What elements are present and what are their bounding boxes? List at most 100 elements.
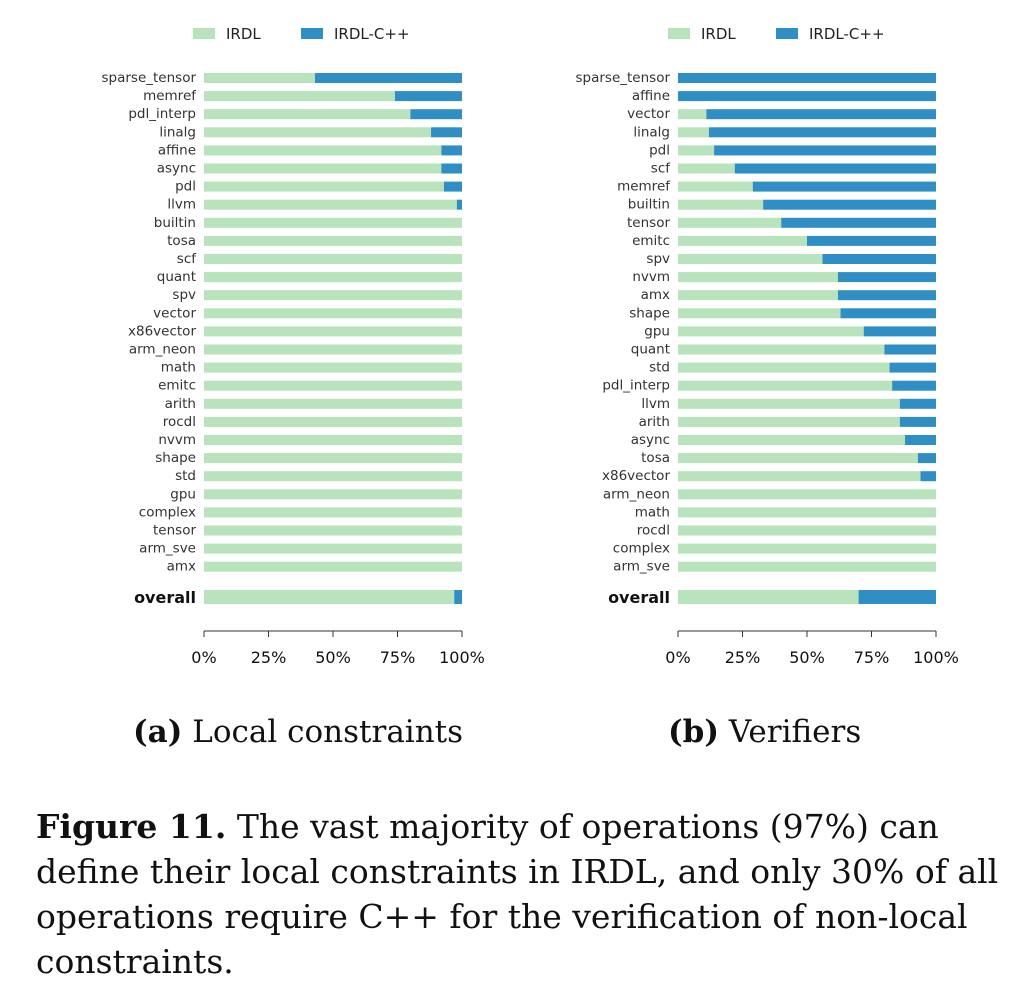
subcaption-a-text: Local constraints <box>192 714 464 750</box>
chart-a-bar-irdl-gpu <box>204 489 462 500</box>
chart-b-ylabel-scf: scf <box>651 161 671 177</box>
chart-a-ylabel-pdl: pdl <box>175 179 196 195</box>
chart-b-bar-irdl-cpp-async <box>905 435 936 445</box>
chart-a-x-tick-label-3: 75% <box>380 648 416 667</box>
chart-b-bar-irdl-overall <box>678 590 859 604</box>
chart-a-x-tick-label-1: 25% <box>251 648 287 667</box>
chart-a-bar-irdl-vector <box>204 308 462 319</box>
chart-b-bar-irdl-cpp-pdl_interp <box>892 380 936 391</box>
chart-a-ylabel-sparse_tensor: sparse_tensor <box>101 70 196 86</box>
chart-b-ylabel-vector: vector <box>627 106 670 122</box>
chart-a-ylabel-nvvm: nvvm <box>158 432 196 448</box>
chart-b-bar-irdl-cpp-sparse_tensor <box>678 73 936 83</box>
chart-b-bar-irdl-cpp-tosa <box>917 453 936 464</box>
chart-a-bar-irdl-async <box>204 163 442 174</box>
chart-b-x-tick-label-3: 75% <box>854 648 890 667</box>
chart-b-bar-irdl-cpp-builtin <box>763 199 936 210</box>
chart-a-bar-irdl-builtin <box>204 217 462 228</box>
chart-a-bar-irdl-math <box>204 362 462 373</box>
chart-a-bar-irdl-memref <box>204 91 395 102</box>
chart-a-ylabel-std: std <box>175 468 196 484</box>
chart-a-bar-irdl-cpp-llvm <box>456 199 462 210</box>
chart-b-ylabel-nvvm: nvvm <box>632 269 670 285</box>
subcaption-a-label: (a) <box>133 714 183 750</box>
chart-a-ylabel-math: math <box>161 360 196 376</box>
chart-a-ylabel-tosa: tosa <box>167 233 196 249</box>
chart-a-ylabel-tensor: tensor <box>153 523 196 539</box>
chart-b-legend-irdl-label: IRDL <box>701 25 736 43</box>
chart-b-ylabel-rocdl: rocdl <box>637 523 670 539</box>
chart-b-bar-irdl-amx <box>678 290 838 301</box>
chart-a-bar-irdl-spv <box>204 290 462 301</box>
chart-a-bar-irdl-cpp-linalg <box>431 127 462 138</box>
chart-a-ylabel-rocdl: rocdl <box>163 414 196 430</box>
chart-b-ylabel-x86vector: x86vector <box>602 468 670 484</box>
chart-a-ylabel-amx: amx <box>167 559 196 575</box>
chart-a-bar-irdl-rocdl <box>204 416 462 427</box>
chart-b-bar-irdl-memref <box>678 181 753 192</box>
chart-b-ylabel-llvm: llvm <box>641 396 670 412</box>
chart-a-ylabel-spv: spv <box>172 287 196 303</box>
chart-a-ylabel-gpu: gpu <box>170 486 196 502</box>
chart-a-bar-irdl-complex <box>204 507 462 518</box>
chart-a-bar-irdl-cpp-affine <box>441 145 462 156</box>
chart-b-bar-irdl-scf <box>678 163 735 174</box>
chart-a-ylabel-linalg: linalg <box>159 124 196 140</box>
chart-a-legend-irdl-cpp-label: IRDL-C++ <box>334 25 410 43</box>
chart-a-ylabel-arm_neon: arm_neon <box>129 342 196 358</box>
chart-b-bar-irdl-linalg <box>678 127 709 138</box>
chart-a-bar-irdl-cpp-pdl_interp <box>410 109 462 120</box>
chart-a-bar-irdl-cpp-sparse_tensor <box>314 73 462 83</box>
chart-b-bar-irdl-cpp-nvvm <box>837 272 936 283</box>
chart-a-ylabel-quant: quant <box>157 269 196 285</box>
chart-b-ylabel-arm_sve: arm_sve <box>613 559 670 575</box>
chart-b-bar-irdl-cpp-emitc <box>807 235 936 246</box>
chart-b-bar-irdl-cpp-x86vector <box>920 471 936 482</box>
chart-b-bar-irdl-cpp-scf <box>734 163 936 174</box>
chart-a-bar-irdl-arm_neon <box>204 344 462 355</box>
figure-caption: Figure 11. The vast majority of operatio… <box>36 804 1004 984</box>
chart-b-x-tick-label-1: 25% <box>725 648 761 667</box>
chart-b-bar-irdl-quant <box>678 344 885 355</box>
chart-b-bar-irdl-pdl <box>678 145 715 156</box>
chart-b-x-tick-label-4: 100% <box>913 648 959 667</box>
chart-a-legend-irdl-label: IRDL <box>226 25 261 43</box>
chart-b-bar-irdl-tensor <box>678 217 782 228</box>
chart-b-bar-irdl-cpp-overall <box>858 590 936 604</box>
chart-b-bar-irdl-cpp-amx <box>837 290 936 301</box>
chart-b-bar-irdl-cpp-quant <box>884 344 936 355</box>
chart-b-bar-irdl-cpp-affine <box>678 91 936 102</box>
chart-b-bar-irdl-cpp-linalg <box>708 127 936 138</box>
chart-a-x-tick-label-2: 50% <box>315 648 351 667</box>
chart-b-ylabel-memref: memref <box>617 179 671 195</box>
chart-a-bar-irdl-quant <box>204 272 462 283</box>
chart-b-legend-irdl-cpp-swatch <box>776 28 798 39</box>
chart-a-legend-irdl-swatch <box>193 28 215 39</box>
chart-a-bar-irdl-tensor <box>204 525 462 536</box>
chart-a-ylabel-builtin: builtin <box>154 215 196 231</box>
chart-b-bar-irdl-cpp-gpu <box>863 326 936 337</box>
chart-a-x-tick-label-4: 100% <box>439 648 485 667</box>
chart-b-ylabel-spv: spv <box>646 251 670 267</box>
subcaption-b-label: (b) <box>668 714 720 750</box>
chart-a-bar-irdl-llvm <box>204 199 457 210</box>
chart-b-bar-irdl-arm_neon <box>678 489 936 500</box>
chart-a-ylabel-arith: arith <box>165 396 196 412</box>
chart-b-bar-irdl-rocdl <box>678 525 936 536</box>
chart-a-bar-irdl-cpp-pdl <box>443 181 462 192</box>
chart-b-bar-irdl-shape <box>678 308 841 319</box>
chart-a-bar-irdl-amx <box>204 561 462 572</box>
chart-a-bar-irdl-tosa <box>204 235 462 246</box>
chart-b-ylabel-builtin: builtin <box>628 197 670 213</box>
chart-a-legend-irdl-cpp-swatch <box>301 28 323 39</box>
chart-a-bar-irdl-pdl <box>204 181 444 192</box>
chart-b-ylabel-tosa: tosa <box>641 450 670 466</box>
chart-a-ylabel-emitc: emitc <box>158 378 196 394</box>
chart-b-bar-irdl-complex <box>678 543 936 554</box>
chart-a-bar-irdl-cpp-overall <box>454 590 462 604</box>
chart-a-ylabel-x86vector: x86vector <box>128 323 196 339</box>
chart-a-bar-irdl-arm_sve <box>204 543 462 554</box>
chart-b-ylabel-overall: overall <box>608 588 670 607</box>
chart-a-bar-irdl-arith <box>204 398 462 409</box>
chart-a-ylabel-shape: shape <box>155 450 196 466</box>
